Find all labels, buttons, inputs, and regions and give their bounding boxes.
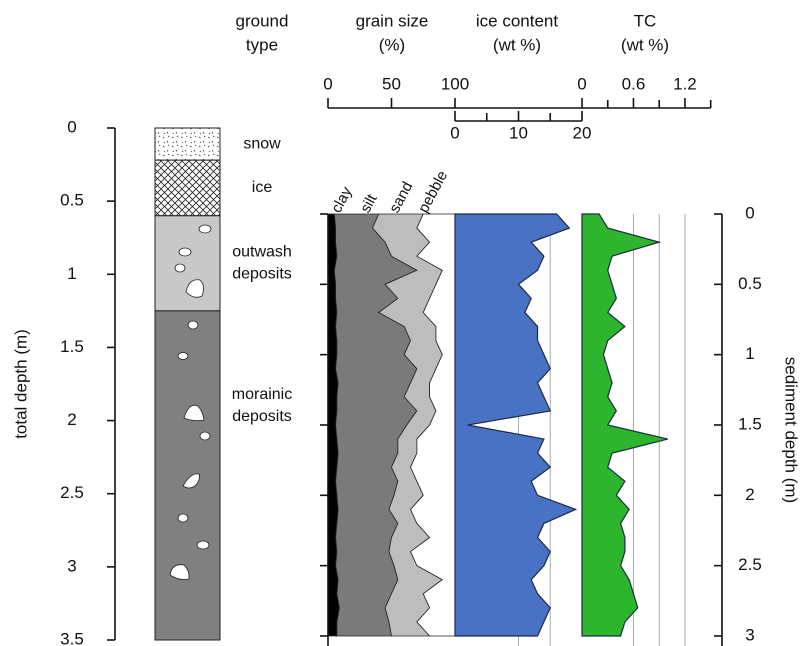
y2-axis-label: sediment depth (m) <box>782 357 801 503</box>
x-tick-label: 10 <box>509 123 528 142</box>
y-axis-label: total depth (m) <box>11 329 30 439</box>
y2-tick-label: 2.5 <box>738 555 762 574</box>
x-tick-label: 50 <box>382 74 401 93</box>
legend-label: sand <box>386 179 416 216</box>
panel-title: type <box>246 35 278 54</box>
panel-title: TC <box>634 11 657 30</box>
panel-title: (wt %) <box>493 35 541 54</box>
y-tick-label: 1 <box>67 264 76 283</box>
layer-label: morainic <box>232 386 292 403</box>
panel-title: (%) <box>379 35 405 54</box>
y2-tick-label: 1 <box>745 344 754 363</box>
y-tick-label: 1.5 <box>60 337 84 356</box>
panel-title: ground <box>236 11 289 30</box>
legend-label: clay <box>328 184 356 216</box>
x-tick-label: 100 <box>441 74 469 93</box>
y2-tick-label: 3 <box>745 625 754 644</box>
layer-label: ice <box>252 179 273 196</box>
layer-label: deposits <box>232 266 292 283</box>
y2-tick-label: 2 <box>745 485 754 504</box>
ground-layer <box>154 310 221 641</box>
layer-label: snow <box>243 135 281 152</box>
pebbles <box>169 224 212 580</box>
x-tick-label: 20 <box>573 123 592 142</box>
y2-tick-label: 0 <box>745 203 754 222</box>
x-tick-label: 0 <box>577 74 586 93</box>
y-tick-label: 2 <box>67 410 76 429</box>
y-tick-label: 3.5 <box>60 629 84 646</box>
y2-tick-label: 0.5 <box>738 274 762 293</box>
y2-tick-label: 1.5 <box>738 414 762 433</box>
panel-title: grain size <box>356 11 429 30</box>
area <box>454 213 578 637</box>
legend-label: silt <box>357 191 381 216</box>
y-tick-label: 3 <box>67 556 76 575</box>
area <box>581 213 668 637</box>
x-tick-label: 0 <box>450 123 459 142</box>
legend-label: pebble <box>415 168 451 216</box>
y-tick-label: 0 <box>67 117 76 136</box>
y-tick-label: 0.5 <box>60 191 84 210</box>
x-tick-label: 1.2 <box>673 74 697 93</box>
panel-title: ice content <box>476 11 558 30</box>
panel-title: (wt %) <box>621 35 669 54</box>
y-tick-label: 2.5 <box>60 483 84 502</box>
layer-label: outwash <box>232 244 292 261</box>
x-tick-label: 0.6 <box>622 74 646 93</box>
layer-label: deposits <box>232 408 292 425</box>
ground-layer <box>154 159 221 217</box>
x-tick-label: 0 <box>323 74 332 93</box>
ground-layer <box>154 127 221 161</box>
ground-layers <box>154 127 221 641</box>
